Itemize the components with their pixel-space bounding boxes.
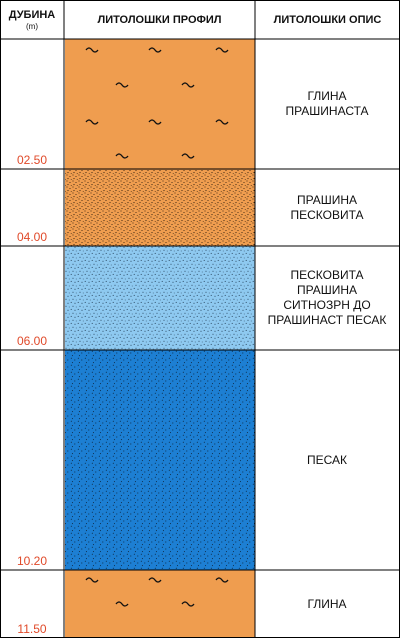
clay-symbol	[181, 82, 195, 88]
depth-label: 11.50	[17, 622, 47, 636]
clay-symbol	[148, 47, 162, 53]
layer-description-line: ПЕСАК	[306, 452, 348, 467]
layer-description-line: ПРАШИНАСТ ПЕСАК	[267, 313, 387, 327]
clay-symbol	[215, 47, 229, 53]
clay-symbol	[85, 47, 99, 53]
layer-description: ПЕСКОВИТА ПРАШИНА СИТНОЗРН ДО ПРАШИНАСТ ПЕС…	[256, 268, 398, 328]
depth-header: ДУБИНА (m)	[0, 0, 64, 39]
depth-label: 02.50	[16, 153, 48, 167]
layer-description: ПРАШИНА ПЕСКОВИТА	[256, 193, 398, 223]
layer-3-fill	[65, 246, 255, 350]
clay-symbol	[115, 82, 129, 88]
clay-symbol	[85, 119, 99, 125]
layer-description: ГЛИНА	[256, 597, 398, 612]
layer-4-fill	[65, 350, 255, 570]
clay-symbol	[181, 601, 195, 607]
depth-label: 06.00	[16, 334, 48, 348]
layer-description: ПЕСАК	[256, 453, 398, 468]
layer-description-line: ПЕСКОВИТА	[290, 268, 364, 282]
layer-description-line: ГЛИНА	[307, 89, 347, 103]
layer-1-fill	[65, 39, 255, 169]
profile-header: ЛИТОЛОШКИ ПРОФИЛ	[64, 0, 255, 39]
clay-symbol	[115, 153, 129, 159]
clay-symbol	[215, 577, 229, 583]
clay-symbol	[215, 119, 229, 125]
layer-description: ГЛИНА ПРАШИНАСТА	[256, 89, 398, 119]
clay-symbol	[148, 119, 162, 125]
layer-2-fill	[65, 169, 255, 246]
layer-description-line: ПРАШИНАСТА	[285, 104, 369, 118]
clay-symbol	[148, 577, 162, 583]
layer-description-line: ГЛИНА	[307, 596, 347, 611]
profile-header-label: ЛИТОЛОШКИ ПРОФИЛ	[97, 13, 222, 26]
description-header-label: ЛИТОЛОШКИ ОПИС	[273, 13, 382, 26]
layer-description-line: СИТНОЗРН ДО	[283, 298, 371, 312]
clay-symbol	[85, 577, 99, 583]
depth-label: 04.00	[16, 230, 48, 244]
description-header: ЛИТОЛОШКИ ОПИС	[255, 0, 400, 39]
depth-label: 10.20	[16, 554, 48, 568]
depth-unit-label: (m)	[26, 21, 38, 31]
layer-description-line: ПРАШИНА	[296, 283, 358, 297]
layer-description-line: ПРАШИНА	[296, 192, 358, 207]
layer-description-line: ПЕСКОВИТА	[290, 207, 364, 222]
clay-symbol	[181, 153, 195, 159]
depth-header-label: ДУБИНА	[8, 8, 56, 21]
clay-symbol	[115, 601, 129, 607]
